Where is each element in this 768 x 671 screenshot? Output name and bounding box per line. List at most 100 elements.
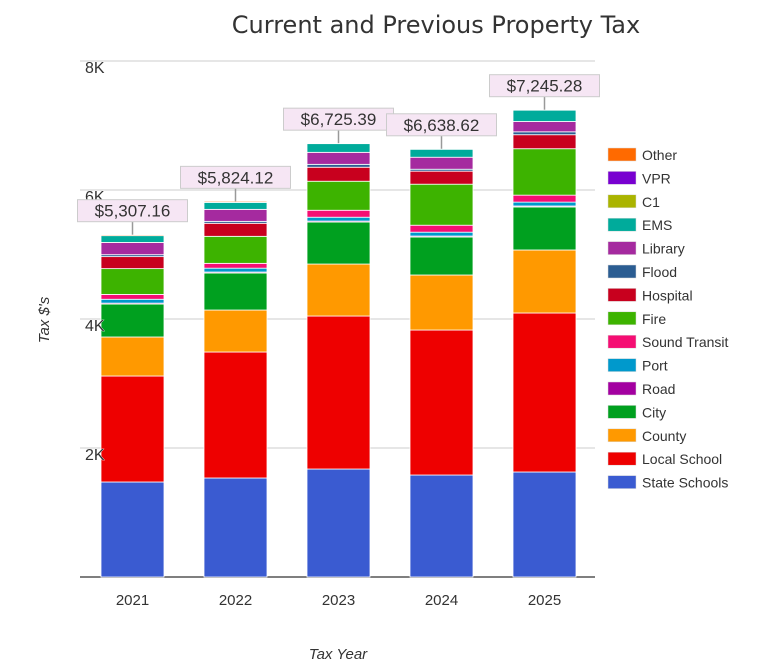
- bar-segment-sound-transit: [409, 224, 474, 233]
- bar-segment-county: [306, 263, 371, 317]
- bar-segment-sound-transit: [512, 194, 577, 203]
- bar-segment-local-school: [306, 315, 371, 470]
- bar-segment-hospital: [512, 134, 577, 150]
- bar-segment-state-schools: [100, 481, 165, 578]
- legend-label: Flood: [642, 264, 677, 280]
- bar-segment-other: [100, 234, 165, 237]
- bar-segment-flood: [306, 163, 371, 168]
- bar-segment-port: [306, 216, 371, 222]
- bar-segment-port: [203, 267, 268, 273]
- bar-segment-other: [203, 200, 268, 203]
- bar-segment-ems: [203, 201, 268, 210]
- y-tick-label: 2K: [85, 447, 105, 464]
- y-tick-label: 4K: [85, 318, 105, 335]
- legend-swatch: [607, 475, 637, 489]
- bar-segment-other: [306, 142, 371, 145]
- bar-segment-other: [512, 109, 577, 111]
- total-label-box: [386, 113, 497, 137]
- legend-label: EMS: [642, 217, 672, 233]
- legend-swatch: [607, 334, 637, 349]
- bar-segment-city: [203, 272, 268, 311]
- legend-label: VPR: [642, 170, 671, 186]
- bar-segment-hospital: [409, 170, 474, 185]
- bar-segment-city: [512, 206, 577, 251]
- total-label-box: [180, 165, 291, 189]
- bar-segment-library: [512, 121, 577, 133]
- legend-label: Hospital: [642, 287, 693, 303]
- bar-segment-city: [100, 303, 165, 338]
- chart-title: Current and Previous Property Tax: [232, 11, 640, 39]
- bar-segment-county: [203, 309, 268, 353]
- bar-segment-local-school: [409, 329, 474, 476]
- legend-label: City: [642, 404, 666, 420]
- x-tick-label: 2023: [322, 592, 355, 609]
- legend-swatch: [607, 428, 637, 443]
- x-tick-label: 2024: [425, 592, 458, 609]
- bar-segment-ems: [409, 148, 474, 158]
- total-label: $6,638.62: [404, 116, 480, 135]
- legend-swatch: [607, 264, 637, 279]
- bar-segment-library: [409, 156, 474, 170]
- bar-segment-county: [512, 249, 577, 314]
- bar-segment-state-schools: [409, 474, 474, 578]
- legend-swatch: [607, 217, 637, 232]
- legend-label: Local School: [642, 451, 722, 467]
- bar-segment-ems: [306, 142, 371, 153]
- legend-swatch: [607, 358, 637, 372]
- bar-segment-local-school: [100, 375, 165, 483]
- x-tick-label: 2021: [116, 592, 149, 609]
- legend-label: County: [642, 428, 686, 444]
- bar-segment-fire: [409, 183, 474, 226]
- bar-segment-sound-transit: [203, 262, 268, 269]
- legend-swatch: [607, 451, 637, 466]
- bar-segment-fire: [100, 268, 165, 295]
- x-tick-label: 2022: [219, 592, 252, 609]
- bar-segment-state-schools: [512, 471, 577, 578]
- legend: Other VPR C1 EMS Library Flood Hospital Fire Sou…: [607, 147, 728, 491]
- bar-segment-hospital: [203, 222, 268, 237]
- bar-segment-fire: [512, 148, 577, 196]
- total-label: $5,824.12: [198, 168, 274, 187]
- bar-segment-local-school: [512, 312, 577, 473]
- x-axis-ticks: 2021 2022 2023 2024 2025: [116, 592, 561, 609]
- bar-segment-state-schools: [203, 477, 268, 578]
- bar-segment-county: [100, 336, 165, 377]
- total-label: $6,725.39: [301, 110, 377, 129]
- bar-segment-hospital: [306, 166, 371, 182]
- bar-segment-local-school: [203, 351, 268, 479]
- x-axis-title: Tax Year: [309, 646, 368, 663]
- bar-segment-hospital: [100, 256, 165, 270]
- total-label: $7,245.28: [507, 77, 583, 96]
- bar-segment-county: [409, 274, 474, 331]
- legend-swatch: [607, 147, 637, 162]
- bar-segment-library: [100, 242, 165, 256]
- bar-segment-other: [409, 148, 474, 150]
- legend-label: Port: [642, 358, 668, 374]
- bar-segment-city: [306, 221, 371, 265]
- bar-segment-port: [409, 231, 474, 237]
- x-tick-label: 2025: [528, 592, 561, 609]
- y-tick-label: 8K: [85, 60, 105, 77]
- legend-label: Road: [642, 381, 675, 397]
- bar-segment-ems: [512, 109, 577, 122]
- bar-segment-city: [409, 236, 474, 276]
- bars: [100, 109, 577, 578]
- bar-segment-fire: [203, 235, 268, 264]
- bar-segment-state-schools: [306, 468, 371, 578]
- legend-swatch: [607, 241, 637, 255]
- legend-label: Library: [642, 241, 685, 257]
- legend-swatch: [607, 288, 637, 302]
- legend-swatch: [607, 381, 637, 396]
- bar-segment-library: [306, 151, 371, 165]
- legend-label: State Schools: [642, 475, 728, 491]
- bar-segment-sound-transit: [100, 294, 165, 300]
- bar-segment-ems: [100, 235, 165, 243]
- legend-label: Fire: [642, 311, 666, 327]
- legend-label: C1: [642, 194, 660, 210]
- bar-segment-library: [203, 208, 268, 222]
- y-axis-title: Tax $'s: [36, 296, 53, 343]
- bar-segment-flood: [512, 131, 577, 136]
- legend-swatch: [607, 194, 637, 209]
- bar-segment-fire: [306, 180, 371, 211]
